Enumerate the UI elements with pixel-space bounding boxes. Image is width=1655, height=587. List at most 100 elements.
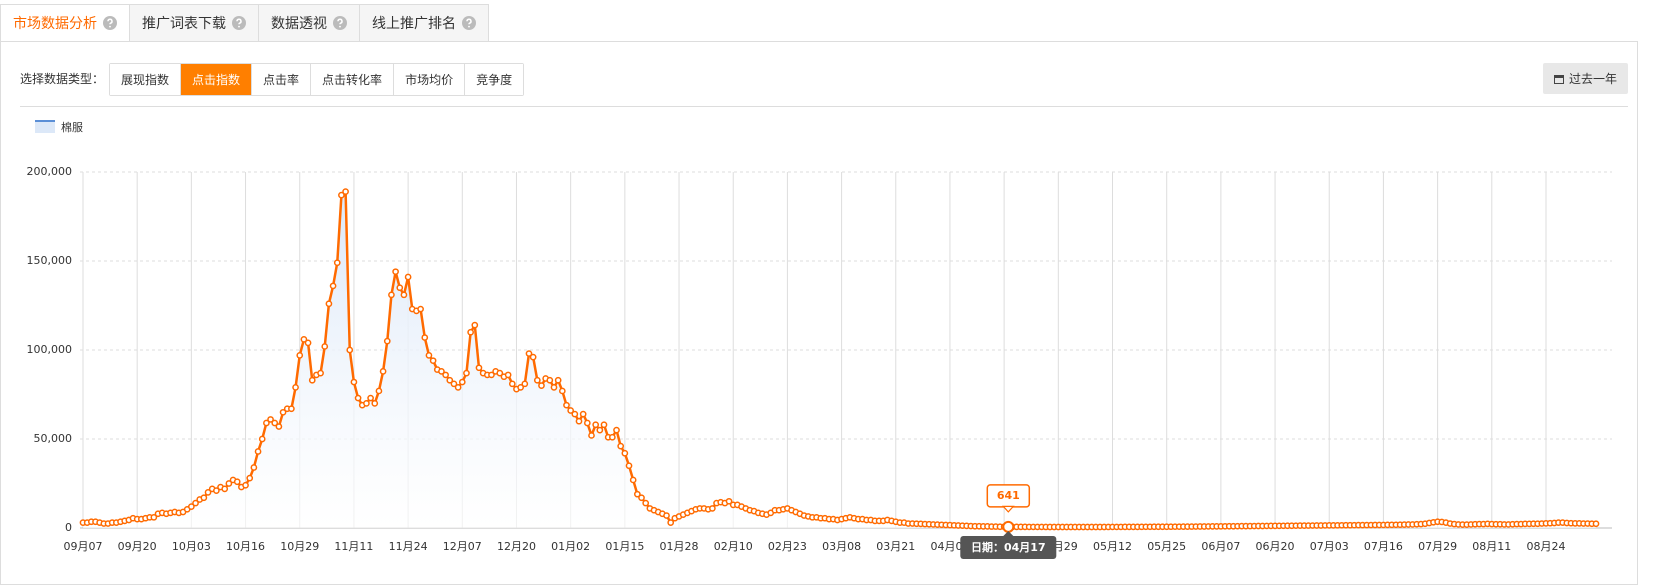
point [467, 328, 474, 336]
data-type-button[interactable]: 点击率 [252, 64, 312, 95]
point [638, 494, 645, 502]
panel [0, 41, 1638, 585]
point [192, 499, 199, 507]
data-type-button[interactable]: 点击指数 [181, 64, 253, 95]
point [150, 513, 158, 521]
point [567, 407, 575, 414]
point [504, 371, 512, 379]
point [304, 339, 312, 347]
help-icon[interactable] [232, 16, 246, 30]
point [371, 400, 379, 407]
point [621, 449, 629, 457]
point [575, 417, 583, 425]
x-tick-label: 10月29 [280, 540, 319, 553]
point [454, 384, 462, 391]
range-button[interactable]: 过去一年 [1543, 63, 1628, 94]
point [404, 273, 412, 281]
x-tick-label: 03月21 [876, 540, 915, 553]
help-icon[interactable] [333, 16, 347, 30]
point [292, 384, 299, 391]
x-tick-label: 01月15 [605, 540, 644, 553]
x-tick-label: 08月11 [1472, 540, 1511, 553]
point [354, 394, 362, 402]
point [333, 259, 341, 267]
point [546, 376, 554, 384]
tab-label: 市场数据分析 [13, 16, 97, 32]
point [317, 369, 324, 377]
point [667, 519, 675, 527]
point [633, 490, 641, 498]
point [342, 188, 349, 195]
point [725, 497, 733, 505]
tab[interactable]: 推广词表下载 [130, 4, 259, 42]
x-tick-label: 04月03 [930, 540, 969, 553]
point [296, 351, 304, 359]
tab-label: 推广词表下载 [142, 16, 226, 32]
point [288, 405, 295, 413]
point [258, 435, 266, 443]
x-tick-label: 01月28 [660, 540, 699, 553]
data-type-button[interactable]: 点击转化率 [311, 64, 395, 95]
tab[interactable]: 市场数据分析 [0, 4, 130, 42]
help-icon[interactable] [462, 16, 476, 30]
point [321, 343, 329, 350]
point [588, 432, 595, 439]
point [388, 291, 395, 299]
point [350, 378, 358, 386]
point [521, 380, 529, 388]
point [204, 489, 212, 496]
point [475, 364, 483, 372]
point [400, 291, 408, 299]
point [271, 419, 279, 427]
help-icon[interactable] [103, 16, 117, 30]
point [242, 481, 249, 489]
tab[interactable]: 数据透视 [259, 4, 360, 42]
point [421, 334, 429, 341]
tab[interactable]: 线上推广排名 [360, 4, 489, 42]
y-tick-label: 0 [65, 521, 72, 534]
point [329, 282, 337, 290]
point [663, 512, 670, 519]
data-type-button[interactable]: 竞争度 [465, 64, 524, 95]
area [83, 191, 1596, 528]
x-tick-label: 06月20 [1256, 540, 1295, 553]
date-tooltip-pointer [1003, 531, 1014, 536]
x-tick-label: 11月24 [389, 540, 428, 553]
x-tick-label: 08月24 [1526, 540, 1565, 553]
x-tick-label: 10月03 [172, 540, 211, 553]
point [263, 419, 270, 427]
point [325, 300, 333, 308]
data-type-button[interactable]: 展现指数 [110, 64, 182, 95]
point [525, 350, 533, 357]
point [554, 376, 562, 384]
point [363, 400, 370, 407]
legend-swatch [35, 121, 55, 133]
x-tick-label: 12月20 [497, 540, 536, 553]
point [429, 357, 437, 365]
point [592, 421, 600, 429]
point [529, 353, 537, 361]
point [438, 368, 445, 375]
x-tick-label: 10月16 [226, 540, 265, 553]
point [1592, 520, 1600, 528]
point [188, 503, 195, 510]
x-tick-label: 01月02 [551, 540, 590, 553]
point [508, 380, 516, 388]
point [579, 410, 587, 418]
filter-label: 选择数据类型： [20, 72, 105, 86]
point [246, 474, 254, 482]
date-tooltip-box [960, 536, 1057, 559]
x-tick-label: 05月25 [1147, 540, 1186, 553]
point [446, 376, 454, 384]
y-tick-label: 200,000 [27, 165, 73, 178]
point [608, 433, 616, 441]
x-tick-label: 05月12 [1093, 540, 1132, 553]
legend-label: 棉服 [61, 120, 83, 134]
data-type-button[interactable]: 市场均价 [394, 64, 466, 95]
point [367, 394, 374, 402]
x-tick-label: 11月11 [334, 540, 373, 553]
point [254, 448, 262, 455]
point [550, 384, 558, 391]
x-tick-label: 12月07 [443, 540, 482, 553]
